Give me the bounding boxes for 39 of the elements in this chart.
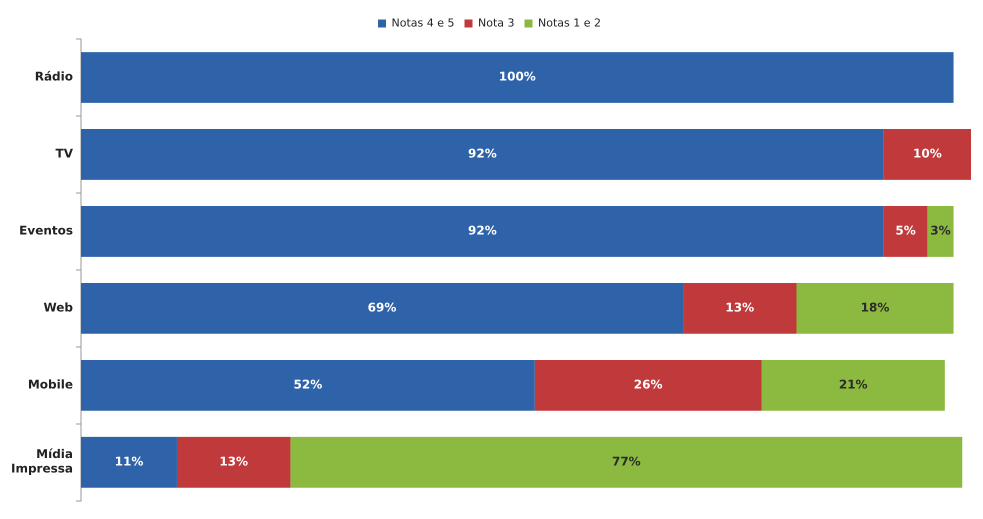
bar [81,52,954,103]
y-tick-label: Mídia Impressa [11,447,73,476]
data-label: 11% [114,454,144,468]
bar [927,206,954,257]
y-tick-label: Rádio [34,70,73,84]
y-tick-label: TV [56,146,74,161]
bar [176,436,290,488]
data-label: 69% [368,300,396,315]
legend-label: Notas 1 e 2 [538,16,602,30]
data-label: 52% [293,377,322,392]
bar [81,436,177,488]
data-label: 100% [498,70,536,84]
data-label: 13% [725,300,754,315]
bar [290,436,962,488]
y-tick-label: Eventos [19,224,73,238]
data-label: 18% [860,300,890,315]
bar [81,129,884,180]
data-label: 21% [838,377,868,392]
legend-label: Notas 4 e 5 [392,16,454,30]
data-label: 77% [612,454,641,468]
y-tick-label: Web [43,300,74,315]
bar [796,282,954,334]
legend-label: Nota 3 [478,16,515,30]
y-tick-label: Mobile [28,377,73,392]
data-label: 10% [913,146,942,161]
bar [81,282,684,334]
data-label: 13% [219,454,248,468]
bar [534,360,762,411]
bar [884,206,928,257]
bar [81,360,535,411]
data-label: 3% [930,224,951,238]
bar [81,206,884,257]
bar [762,360,945,411]
data-label: 92% [468,224,497,238]
bar [884,129,971,180]
data-label: 26% [634,377,663,392]
bar [683,282,796,334]
data-label: 5% [895,224,916,238]
data-label: 92% [468,146,497,161]
